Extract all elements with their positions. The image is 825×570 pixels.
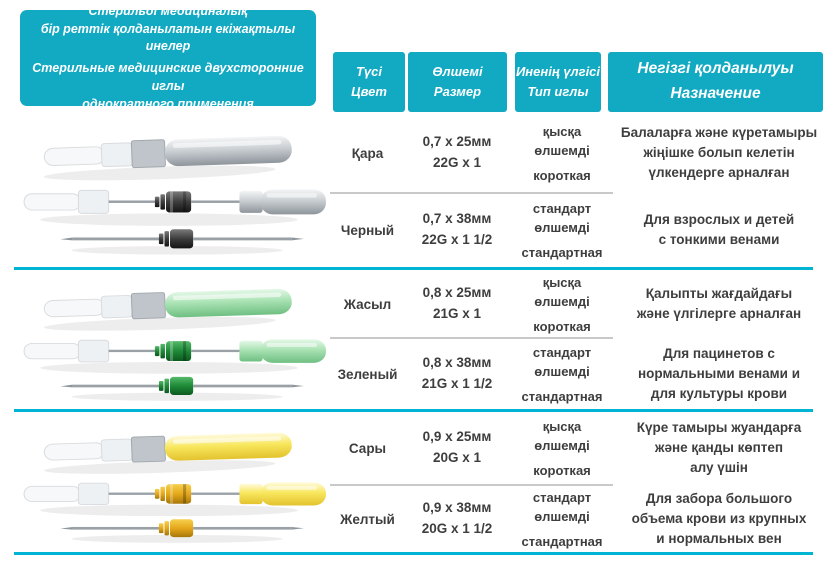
table-row-green-short: Жасыл 0,8 x 25мм 21G x 1 қысқа өлшемді к…: [330, 272, 823, 336]
title-line-kk-2: бір реттік қолданылатын екіжақтылы инеле…: [40, 21, 296, 54]
needle-type: қысқа өлшемді короткая: [509, 272, 615, 336]
size-value: 0,9 x 25мм 20G x 1: [422, 429, 492, 465]
title-line-ru-1: Стерильные медицинские двухсторонние игл…: [32, 61, 304, 93]
needle-bare: [60, 229, 304, 255]
table-row-black-standard: Черный 0,7 x 38мм 22G x 1 1/2 стандарт ө…: [330, 196, 823, 264]
color-name: Сары: [348, 440, 387, 456]
needle-type: қысқа өлшемді короткая: [509, 115, 615, 191]
needle-type-ru: короткая: [533, 462, 591, 478]
group-divider: [14, 267, 813, 270]
needle-type: стандарт өлшемді стандартная: [509, 196, 615, 264]
color-name: Жасыл: [343, 296, 392, 312]
needle-type: қысқа өлшемді короткая: [509, 414, 615, 482]
column-header-color: Түсі Цвет: [333, 52, 405, 112]
title-line-ru-2: однократного применения: [82, 96, 254, 111]
needle-exploded: [23, 189, 326, 226]
purpose-text: Для взрослых и детей с тонкими венами: [643, 211, 795, 247]
needle-capped: [43, 288, 292, 331]
size-value: 0,8 x 38мм 21G x 1 1/2: [421, 355, 493, 391]
needle-type-ru: короткая: [533, 167, 591, 183]
column-header-needle-type: Иненің үлгісі Тип иглы: [515, 52, 601, 112]
color-name: Черный: [340, 222, 395, 238]
purpose-text: Для пацинетов с нормальными венами и для…: [637, 345, 800, 402]
column-header-color-kk: Түсі: [355, 63, 382, 79]
purpose-text: Қалыпты жағдайдағы және үлгілерге арналғ…: [636, 285, 802, 321]
row-divider: [330, 337, 613, 339]
needle-type-ru: стандартная: [521, 533, 603, 549]
needle-capped: [43, 432, 292, 474]
needle-type-kk: қысқа өлшемді: [534, 419, 590, 453]
column-header-needle-type-ru: Тип иглы: [527, 84, 589, 99]
size-value: 0,9 x 38мм 20G x 1 1/2: [421, 500, 493, 536]
needles-green-illustration: [23, 288, 326, 401]
purpose-text: Для забора большого объема крови из круп…: [631, 490, 807, 547]
color-name: Зеленый: [337, 366, 398, 382]
size-value: 0,8 x 25мм 21G x 1: [422, 285, 492, 321]
needle-capped: [43, 135, 292, 181]
needle-type: стандарт өлшемді стандартная: [509, 488, 615, 550]
column-header-purpose-kk: Негізгі қолданылуы: [637, 60, 794, 78]
purpose-text: Балаларға және күретамыры жіңішке болып …: [620, 124, 818, 181]
needle-type-ru: стандартная: [521, 244, 603, 260]
needle-bare: [60, 376, 304, 401]
needle-exploded: [23, 339, 326, 374]
product-title: Стерильді медициналық бір реттік қолданы…: [20, 4, 316, 111]
color-name: Қара: [351, 145, 384, 161]
table-row-black-short: Қара 0,7 x 25мм 22G x 1 қысқа өлшемді ко…: [330, 115, 823, 191]
needles-black-illustration: [23, 135, 326, 255]
column-header-purpose-ru: Назначение: [670, 85, 761, 102]
needle-type-ru: короткая: [533, 318, 591, 334]
needles-yellow-illustration: [23, 432, 326, 543]
column-header-size-kk: Өлшемі: [432, 63, 483, 79]
size-value: 0,7 x 38мм 22G x 1 1/2: [421, 211, 493, 247]
needle-type: стандарт өлшемді стандартная: [509, 341, 615, 407]
needle-type-kk: стандарт өлшемді: [532, 345, 592, 379]
row-divider: [330, 484, 613, 486]
needle-type-ru: стандартная: [521, 388, 603, 404]
column-header-color-ru: Цвет: [351, 84, 387, 99]
needle-exploded: [23, 482, 326, 517]
needle-type-kk: қысқа өлшемді: [534, 124, 590, 158]
column-header-size-ru: Размер: [433, 84, 482, 99]
column-header-size: Өлшемі Размер: [408, 52, 507, 112]
group-divider: [14, 552, 813, 555]
table-row-green-standard: Зеленый 0,8 x 38мм 21G x 1 1/2 стандарт …: [330, 341, 823, 407]
column-header-needle-type-kk: Иненің үлгісі: [515, 63, 601, 79]
title-line-kk-1: Стерильді медициналық: [88, 3, 248, 18]
needle-type-kk: стандарт өлшемді: [532, 201, 592, 235]
table-row-yellow-standard: Желтый 0,9 x 38мм 20G x 1 1/2 стандарт ө…: [330, 488, 823, 550]
needle-type-kk: қысқа өлшемді: [534, 275, 590, 309]
row-divider: [330, 192, 613, 194]
table-row-yellow-short: Сары 0,9 x 25мм 20G x 1 қысқа өлшемді ко…: [330, 414, 823, 482]
needle-type-kk: стандарт өлшемді: [532, 490, 592, 524]
color-name: Желтый: [340, 511, 395, 527]
purpose-text: Күре тамыры жуандарға және қанды көптеп …: [636, 419, 802, 476]
group-divider: [14, 409, 813, 412]
needle-bare: [60, 519, 304, 543]
column-header-purpose: Негізгі қолданылуы Назначение: [608, 52, 823, 112]
size-value: 0,7 x 25мм 22G x 1: [422, 134, 492, 170]
